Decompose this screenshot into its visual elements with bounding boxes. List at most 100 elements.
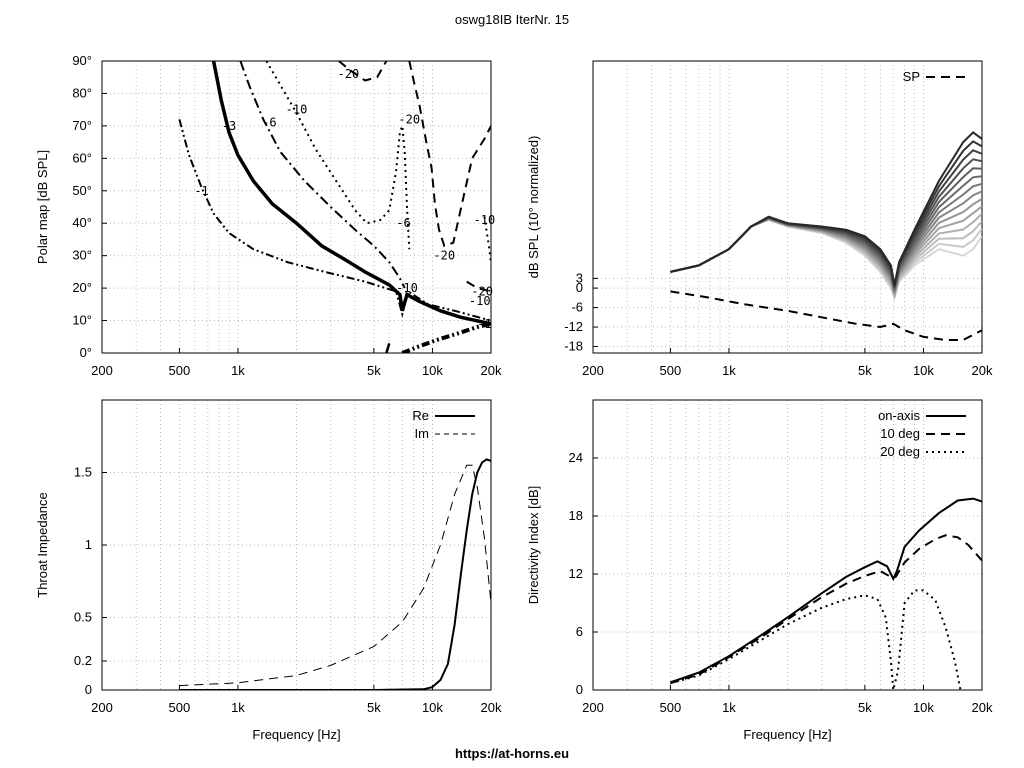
x-tick-label: 500 [660,363,682,378]
legend-label: on-axis [878,408,920,423]
series-line-on-axis [670,497,982,684]
contour-label: -10 [286,103,308,117]
series-line [408,61,491,248]
contour-label: -6 [262,116,276,130]
x-tick-label: 200 [582,363,604,378]
plot-area [670,131,982,341]
x-tick-label: 5k [367,700,381,715]
x-tick-label: 10k [913,363,934,378]
y-tick-label: 0.5 [74,610,92,625]
y-tick-label: 80° [72,85,92,100]
series-line [338,61,388,82]
plot-area [670,497,982,690]
x-tick-label: 10k [422,363,443,378]
x-axis-label: Frequency [Hz] [743,727,831,742]
x-tick-label: 20k [481,363,502,378]
x-tick-label: 20k [972,700,993,715]
y-tick-label: 3 [576,270,583,285]
x-tick-label: 200 [91,363,113,378]
y-tick-label: 90° [72,53,92,68]
panel-directivity-index: 200 500 1k 5k 10k 20k 0 6 12 18 24 Directivity Inde… [526,399,993,742]
contour-label: -20 [338,67,360,81]
plot-area [179,458,491,690]
legend-label: 10 deg [880,426,920,441]
x-tick-label: 1k [722,700,736,715]
y-tick-label: -18 [564,339,583,354]
series-line-10-deg [670,534,982,685]
x-tick-label: 20k [972,363,993,378]
y-tick-label: 0.2 [74,653,92,668]
y-tick-label: 40° [72,215,92,230]
legend-label: Re [412,408,429,423]
response-curve [670,131,982,286]
contour-label: -10 [469,294,491,308]
y-tick-label: 10° [72,313,92,328]
x-tick-label: 10k [913,700,934,715]
y-tick-label: 24 [569,450,583,465]
contour-label: -3 [222,119,236,133]
x-axis-label: Frequency [Hz] [252,727,340,742]
plot-frame [101,60,492,354]
panel-normalized-spl: 200 500 1k 5k 10k 20k -18 -12 -6 03 dB SPL (10° no… [526,60,993,378]
y-tick-label: 0 [576,682,583,697]
x-tick-label: 1k [231,700,245,715]
y-tick-label: 6 [576,624,583,639]
series-line [401,321,491,353]
series-line [211,61,491,326]
panel-throat-impedance: 200 500 1k 5k 10k 20k 0 0.2 0.5 1 1.5 Throat Impeda… [35,399,502,742]
y-axis-label: Polar map [dB SPL] [35,150,50,264]
contour-label: -20 [471,284,493,298]
y-tick-label: 1 [85,537,92,552]
footer-url: https://at-horns.eu [455,746,569,761]
y-tick-label: 0 [85,682,92,697]
x-tick-label: 10k [422,700,443,715]
y-axis-label: Throat Impedance [35,492,50,598]
y-tick-label: 0 [576,280,583,295]
series-line-20-deg [670,589,962,690]
x-tick-label: 500 [660,700,682,715]
contour-label: -20 [398,112,420,126]
y-tick-label: 30° [72,248,92,263]
y-axis-label: Directivity Index [dB] [526,486,541,605]
x-tick-label: 500 [169,700,191,715]
series-line [385,342,391,353]
response-curve [670,205,982,298]
contour-label: -10 [396,281,418,295]
x-tick-label: 200 [582,700,604,715]
contour-label: -1 [477,317,491,331]
y-tick-label: 50° [72,183,92,198]
y-tick-label: 20° [72,280,92,295]
x-tick-label: 1k [722,363,736,378]
y-tick-label: 60° [72,150,92,165]
y-tick-label: 12 [569,566,583,581]
x-tick-label: 5k [367,363,381,378]
y-tick-label: -12 [564,319,583,334]
y-tick-label: 18 [569,508,583,523]
plot-frame [592,399,983,691]
series-line [265,61,411,250]
series-line-im [179,464,491,687]
series-line-re [179,458,491,690]
x-tick-label: 5k [858,700,872,715]
y-tick-label: -6 [571,300,583,315]
x-tick-label: 500 [169,363,191,378]
series-line [239,61,406,289]
x-tick-label: 1k [231,363,245,378]
panels: 200 500 1k 5k 10k 20k 0° 10° 20° 30° 40° 50° 60° 70° 8… [35,53,993,742]
y-tick-label: 0° [80,345,92,360]
series-line [466,280,491,293]
legend-label: 20 deg [880,444,920,459]
x-tick-label: 20k [481,700,502,715]
panel-polar-map: 200 500 1k 5k 10k 20k 0° 10° 20° 30° 40° 50° 60° 70° 8… [35,53,502,378]
chart-title: oswg18IB IterNr. 15 [455,12,569,27]
plot-area [178,61,491,353]
y-tick-label: 1.5 [74,465,92,480]
x-tick-label: 200 [91,700,113,715]
contour-label: -10 [474,213,496,227]
y-axis-label: dB SPL (10° normalized) [526,136,541,279]
legend-label: SP [903,69,920,84]
contour-label: -1 [194,184,208,198]
x-tick-label: 5k [858,363,872,378]
y-tick-label: 70° [72,118,92,133]
